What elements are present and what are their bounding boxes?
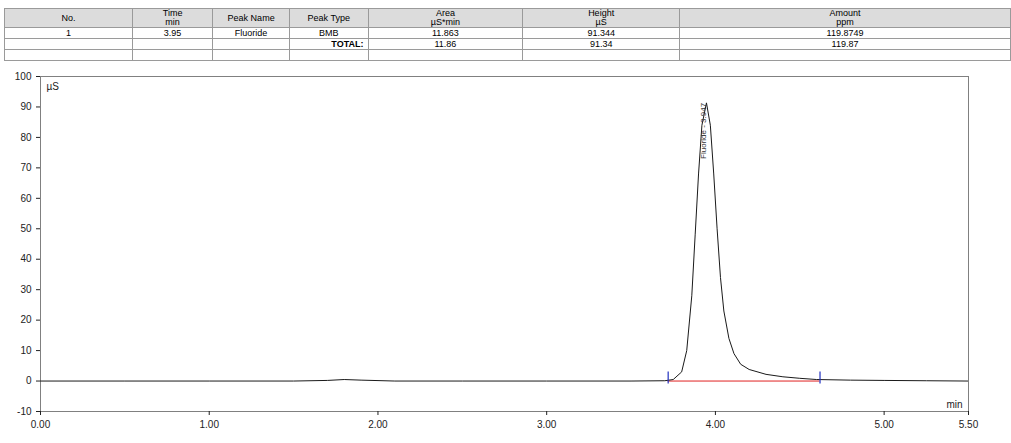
html-text:3.95: 3.95 — [163, 27, 182, 38]
html-text:µS*min: µS*min — [430, 17, 460, 27]
html-text:11.863: 11.863 — [432, 27, 459, 38]
svg-text:40: 40 — [20, 253, 32, 264]
svg-text:90: 90 — [20, 101, 32, 112]
svg-text:60: 60 — [20, 193, 32, 204]
svg-text:100: 100 — [15, 71, 32, 82]
svg-text:2.00: 2.00 — [368, 419, 388, 430]
svg-text:10: 10 — [20, 345, 32, 356]
svg-text:5.50: 5.50 — [959, 419, 979, 430]
svg-text:Fluoride - 3.947: Fluoride - 3.947 — [699, 102, 708, 159]
html-text:Amount: Amount — [829, 8, 861, 18]
svg-text:1.00: 1.00 — [199, 419, 219, 430]
html-text:Area: Area — [435, 8, 455, 18]
html-text:µS: µS — [595, 17, 607, 27]
svg-text:5.00: 5.00 — [874, 419, 894, 430]
svg-text:80: 80 — [20, 132, 32, 143]
html-text:119.87: 119.87 — [831, 38, 859, 49]
html-text:Time: Time — [162, 8, 183, 18]
html-text:TOTAL:: TOTAL: — [331, 38, 364, 49]
html-text:119.8749: 119.8749 — [826, 27, 864, 38]
html-text:91.34: 91.34 — [589, 38, 613, 49]
svg-text:-10: -10 — [17, 406, 32, 417]
svg-text:20: 20 — [20, 314, 32, 325]
svg-text:min: min — [946, 399, 962, 410]
svg-text:50: 50 — [20, 223, 32, 234]
html-text:1: 1 — [65, 27, 71, 38]
html-text:11.86: 11.86 — [434, 38, 457, 49]
html-text:No.: No. — [61, 12, 76, 23]
svg-text:0.00: 0.00 — [31, 419, 51, 430]
html-text:min: min — [165, 17, 180, 27]
html-text:BMB: BMB — [319, 27, 339, 38]
svg-text:70: 70 — [20, 162, 32, 173]
html-text:91.344: 91.344 — [587, 27, 615, 38]
svg-text:0: 0 — [26, 375, 32, 386]
html-text:Height: Height — [588, 8, 615, 18]
html-text:Fluoride: Fluoride — [234, 27, 268, 38]
svg-text:30: 30 — [20, 284, 32, 295]
svg-text:3.00: 3.00 — [537, 419, 557, 430]
svg-text:µS: µS — [47, 81, 60, 92]
html-text:Peak Name: Peak Name — [227, 12, 275, 23]
html-text:Peak Type: Peak Type — [307, 12, 350, 23]
html-text:ppm: ppm — [836, 17, 854, 27]
svg-text:4.00: 4.00 — [706, 419, 726, 430]
